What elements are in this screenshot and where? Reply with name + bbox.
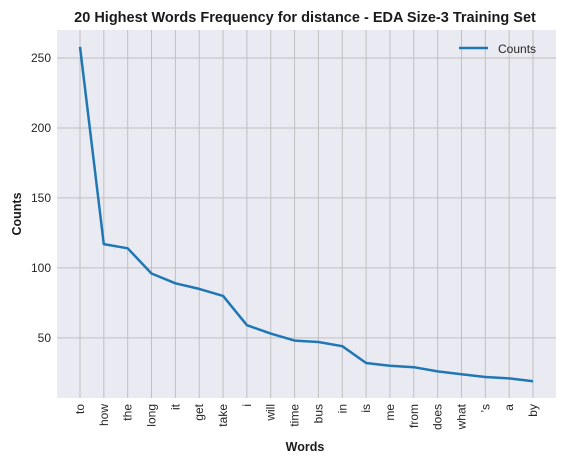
- x-gridlines: [79, 30, 534, 398]
- legend: Counts: [459, 42, 536, 56]
- x-tick-label: what: [454, 403, 468, 430]
- legend-label-counts: Counts: [498, 42, 536, 56]
- y-tick-label: 250: [31, 51, 51, 65]
- x-tick-label: to: [73, 404, 87, 414]
- x-tick-label: by: [526, 404, 540, 417]
- plot-area: [57, 30, 556, 398]
- x-tick-label: in: [335, 404, 349, 413]
- y-axis-label: Counts: [10, 192, 24, 235]
- x-tick-label: time: [288, 404, 302, 427]
- y-tick-label: 150: [31, 191, 51, 205]
- y-gridlines: [57, 57, 556, 339]
- x-tick-label: from: [407, 404, 421, 428]
- x-tick-label: it: [168, 403, 182, 410]
- x-tick-label: will: [264, 404, 278, 422]
- y-tick-label: 200: [31, 121, 51, 135]
- y-tick-label: 50: [38, 331, 52, 345]
- x-tick-label: i: [240, 404, 254, 407]
- x-tick-label: is: [359, 404, 373, 413]
- chart-title: 20 Highest Words Frequency for distance …: [74, 10, 536, 26]
- x-tick-label: get: [192, 403, 206, 420]
- x-tick-label: the: [121, 404, 135, 421]
- x-tick-label: how: [97, 404, 111, 426]
- x-tick-label: does: [431, 404, 445, 430]
- y-tick-label: 100: [31, 261, 51, 275]
- x-axis-label: Words: [286, 440, 325, 454]
- x-tick-label: long: [145, 404, 159, 427]
- x-tick-label: bus: [311, 404, 325, 423]
- series-line-counts: [78, 46, 534, 383]
- series-layer: [78, 46, 534, 383]
- x-tick-label: take: [216, 404, 230, 427]
- x-tick-label: 's: [478, 404, 492, 412]
- x-axis-ticks: to how the long it get take i will time bus in is me f…: [73, 403, 540, 430]
- x-tick-label: a: [502, 404, 516, 411]
- x-tick-label: me: [383, 404, 397, 421]
- y-axis-ticks: 50 100 150 200 250: [31, 51, 51, 345]
